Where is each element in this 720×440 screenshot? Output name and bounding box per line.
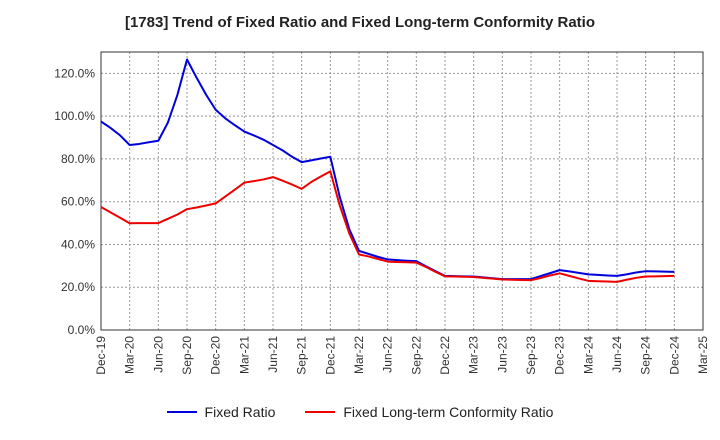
plot-frame [100, 51, 704, 331]
x-tick-label: Jun-22 [381, 336, 395, 373]
x-tick-label: Sep-22 [409, 336, 423, 375]
x-tick-label: Dec-23 [553, 336, 567, 375]
x-tick-label: Jun-24 [610, 336, 624, 373]
x-tick-label: Mar-22 [352, 336, 366, 374]
x-tick-label: Dec-19 [94, 336, 108, 375]
legend-swatch-fixed-long-term [305, 411, 336, 413]
x-tick-label: Dec-24 [667, 336, 681, 375]
x-tick-label: Sep-24 [639, 336, 653, 375]
x-tick-label: Mar-24 [581, 336, 595, 374]
y-tick-label: 0.0% [68, 323, 96, 337]
x-tick-label: Jun-23 [495, 336, 509, 373]
x-tick-label: Sep-20 [180, 336, 194, 375]
x-tick-label: Dec-22 [438, 336, 452, 375]
y-tick-label: 40.0% [61, 237, 95, 251]
y-tick-label: 120.0% [54, 66, 95, 80]
x-tick-label: Jun-21 [266, 336, 280, 373]
x-tick-label: Sep-21 [295, 336, 309, 375]
x-tick-label: Sep-23 [524, 336, 538, 375]
x-tick-label: Mar-25 [696, 336, 710, 374]
x-tick-label: Jun-20 [151, 336, 165, 373]
y-tick-label: 60.0% [61, 195, 95, 209]
plot-area [101, 52, 703, 330]
x-tick-label: Mar-23 [467, 336, 481, 374]
y-tick-label: 20.0% [61, 280, 95, 294]
legend: Fixed Ratio Fixed Long-term Conformity R… [0, 404, 720, 420]
x-tick-label: Mar-20 [123, 336, 137, 374]
series-line-fixed-ratio [100, 58, 675, 281]
legend-label-fixed-ratio: Fixed Ratio [204, 404, 276, 420]
series-line-fixed-long-term-conformity-ratio [100, 170, 675, 283]
y-tick-label: 80.0% [61, 152, 95, 166]
legend-item-fixed-long-term: Fixed Long-term Conformity Ratio [305, 404, 553, 420]
legend-swatch-fixed-ratio [166, 411, 197, 413]
x-tick-label: Dec-20 [209, 336, 223, 375]
y-tick-label: 100.0% [54, 109, 95, 123]
legend-item-fixed-ratio: Fixed Ratio [166, 404, 276, 420]
chart-title: [1783] Trend of Fixed Ratio and Fixed Lo… [124, 14, 596, 31]
x-tick-label: Dec-21 [323, 336, 337, 375]
legend-label-fixed-long-term: Fixed Long-term Conformity Ratio [343, 404, 554, 420]
x-tick-label: Mar-21 [237, 336, 251, 374]
